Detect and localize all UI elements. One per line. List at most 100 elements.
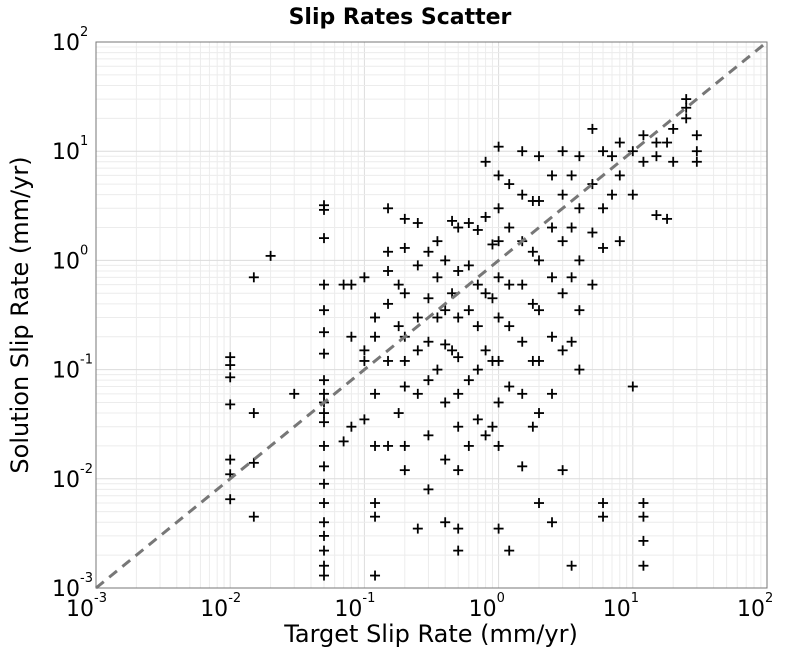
x-tick-label: 10 0: [469, 591, 505, 622]
y-axis-label: Solution Slip Rate (mm/yr): [6, 156, 34, 473]
data-point: [346, 331, 357, 342]
data-point: [393, 408, 404, 419]
data-point: [517, 461, 528, 472]
data-point: [574, 203, 585, 214]
data-point: [566, 272, 577, 283]
data-point: [225, 399, 236, 410]
data-point: [399, 242, 410, 253]
data-point: [487, 421, 498, 432]
data-point: [463, 440, 474, 451]
data-point: [493, 141, 504, 152]
data-point: [614, 137, 625, 148]
data-point: [225, 372, 236, 383]
data-point: [399, 213, 410, 224]
data-point: [453, 545, 464, 556]
x-tick-labels: 10 -3 10 -2 10 -1 10 0 10 1 10 2: [66, 591, 773, 622]
data-point: [574, 305, 585, 316]
data-point: [359, 345, 370, 356]
data-point: [412, 523, 423, 534]
data-point: [447, 215, 458, 226]
data-point: [651, 210, 662, 221]
data-point: [319, 517, 330, 528]
data-point: [248, 457, 259, 468]
data-point: [681, 113, 692, 124]
data-point: [472, 279, 483, 290]
data-point: [533, 498, 544, 509]
data-point: [440, 305, 451, 316]
chart-title: Slip Rates Scatter: [289, 5, 512, 30]
data-point: [517, 279, 528, 290]
data-point: [412, 388, 423, 399]
data-point: [547, 517, 558, 528]
data-point: [248, 272, 259, 283]
data-point: [504, 321, 515, 332]
x-axis-label: Target Slip Rate (mm/yr): [283, 620, 578, 648]
data-point: [557, 288, 568, 299]
data-point: [319, 440, 330, 451]
data-point: [681, 94, 692, 105]
data-point: [547, 331, 558, 342]
data-point: [627, 381, 638, 392]
data-point: [432, 272, 443, 283]
data-point: [504, 279, 515, 290]
data-point: [493, 523, 504, 534]
svg-text:10: 10: [52, 140, 80, 165]
data-point: [547, 222, 558, 233]
svg-text:-2: -2: [80, 462, 93, 477]
data-point: [319, 204, 330, 215]
data-point: [393, 279, 404, 290]
data-point: [527, 421, 538, 432]
data-point: [668, 123, 679, 134]
data-point: [412, 218, 423, 229]
data-point: [359, 414, 370, 425]
data-point: [557, 465, 568, 476]
data-point: [453, 312, 464, 323]
data-point: [319, 233, 330, 244]
svg-text:-2: -2: [228, 591, 241, 606]
data-point: [423, 293, 434, 304]
data-point: [370, 388, 381, 399]
data-point: [480, 156, 491, 167]
data-point: [453, 465, 464, 476]
data-point: [587, 279, 598, 290]
data-point: [423, 375, 434, 386]
svg-text:10: 10: [52, 31, 80, 56]
data-point: [487, 293, 498, 304]
svg-text:-3: -3: [94, 591, 107, 606]
svg-text:10: 10: [200, 597, 228, 622]
svg-text:10: 10: [603, 597, 631, 622]
svg-text:10: 10: [52, 468, 80, 493]
data-points: [225, 94, 702, 581]
data-point: [547, 272, 558, 283]
data-point: [472, 224, 483, 235]
data-point: [319, 498, 330, 509]
data-point: [359, 272, 370, 283]
data-point: [533, 151, 544, 162]
data-point: [399, 381, 410, 392]
data-point: [566, 170, 577, 181]
data-point: [432, 236, 443, 247]
data-point: [423, 336, 434, 347]
data-point: [691, 130, 702, 141]
data-point: [533, 355, 544, 366]
data-point: [493, 355, 504, 366]
data-point: [566, 222, 577, 233]
data-point: [225, 360, 236, 371]
data-point: [517, 388, 528, 399]
data-point: [319, 375, 330, 386]
data-point: [319, 305, 330, 316]
grid: [95, 42, 767, 589]
data-point: [319, 388, 330, 399]
data-point: [319, 530, 330, 541]
data-point: [453, 352, 464, 363]
data-point: [493, 397, 504, 408]
data-point: [359, 355, 370, 366]
data-point: [574, 364, 585, 375]
data-point: [691, 156, 702, 167]
data-point: [627, 189, 638, 200]
y-tick-label: 10 0: [52, 243, 88, 274]
data-point: [393, 321, 404, 332]
data-point: [423, 484, 434, 495]
data-point: [504, 222, 515, 233]
